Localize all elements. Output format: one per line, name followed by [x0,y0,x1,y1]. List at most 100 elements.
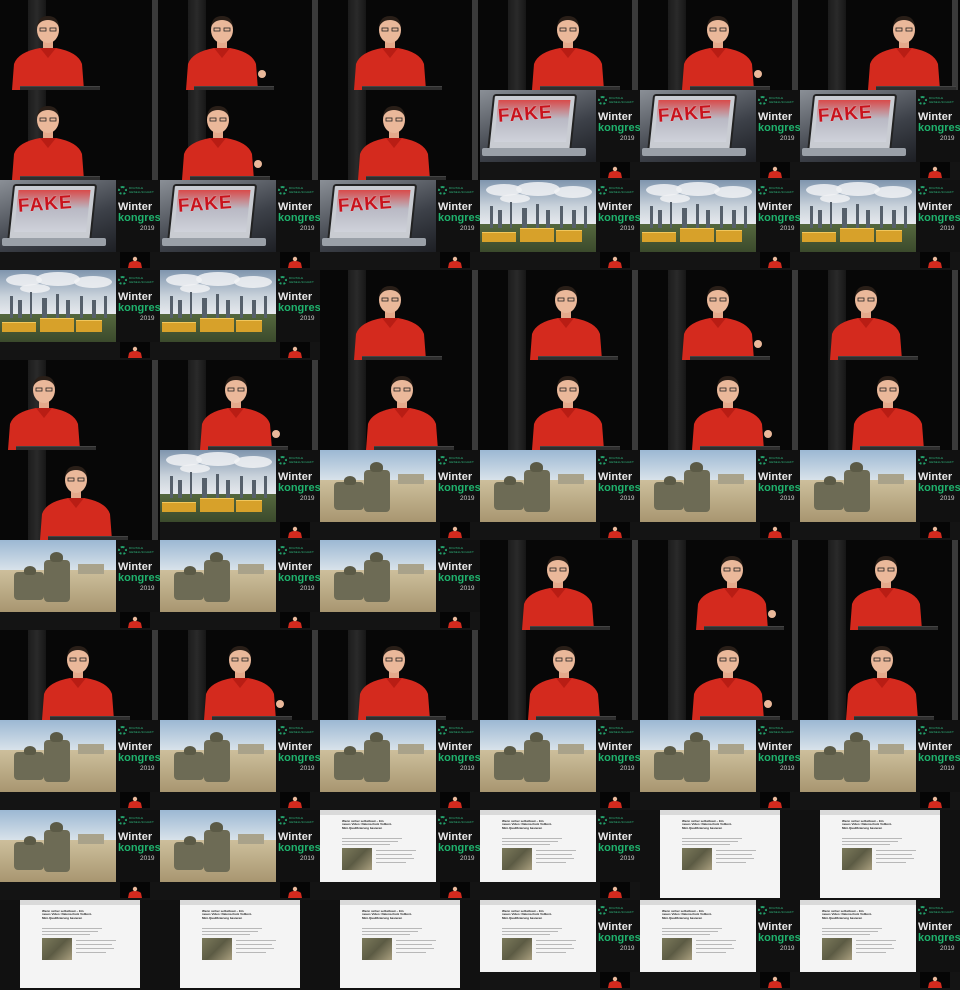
speaker-pip-figure [928,166,942,178]
logo-text-line2: GESELLSCHAFT [449,189,474,194]
soldier-figure [334,752,364,780]
article-text-line [536,948,574,949]
logo-text-line2: GESELLSCHAFT [129,819,154,824]
brand-title-line2: kongress [278,302,320,314]
stage-curtain [348,360,366,450]
soldier-helmet [530,732,543,742]
speaker-figure [830,286,902,360]
browser-bar [340,900,460,905]
logo-text-line1: DIGITALE [609,816,624,820]
article-text-line [362,931,418,932]
soldier-helmet [690,732,703,742]
soldier-figure [524,470,550,512]
article-headline: Wenn sicher selbstbaut – Ein neues Video… [202,909,252,920]
article-text-line [876,858,914,859]
article-photo [502,848,532,870]
stage-curtain [472,630,478,720]
brand-title-line2: kongress [118,752,160,764]
logo-text-line1: DIGITALE [129,546,144,550]
cloud [196,452,240,466]
logo-text: DIGITALE GESELLSCHAFT [289,186,314,194]
slide-frame: Wenn sicher selbstbaut – Ein neues Video… [800,900,960,990]
logo-text-line1: DIGITALE [769,186,784,190]
speaker-pip [120,612,150,628]
logo-text-line1: DIGITALE [609,906,624,910]
stage-curtain [632,0,638,90]
slide-image: FAKE [160,180,276,252]
podium [20,176,100,180]
brand-year: 2019 [780,225,795,232]
browser-bar [660,810,780,815]
logo-text-line2: GESELLSCHAFT [609,99,634,104]
article-text-line [76,940,116,941]
speaker-pip [120,342,150,358]
factory-tower [498,210,502,228]
slide-frame: Wenn sicher selbstbaut – Ein neues Video… [320,900,480,990]
stage-curtain [508,630,526,720]
article-text-line [536,944,572,945]
vehicle [398,564,424,574]
speaker-pip [440,252,470,268]
article-text-line [716,858,754,859]
slide-image [640,720,756,792]
stage-curtain [472,360,478,450]
browser-bar [20,900,140,905]
brand-title-line1: Winter [438,471,473,483]
vehicle [398,474,424,484]
speaker-figure [682,286,762,360]
factory-tower [252,480,256,498]
speaker-pip-figure [128,796,142,808]
soldier-helmet [184,746,196,755]
slide-frame: DIGITALE GESELLSCHAFT Winter kongress 20… [480,720,640,810]
article-text-line [42,931,98,932]
fake-stamp-text: FAKE [497,102,554,127]
speaker-pip-figure [608,796,622,808]
stage-curtain [508,360,526,450]
speaker-frame [320,630,480,720]
soldier-figure [654,752,684,780]
brand-title-line2: kongress [758,752,800,764]
podium [700,446,780,450]
conference-branding: DIGITALE GESELLSCHAFT Winter kongress 20… [918,906,960,970]
speaker-figure [354,286,426,360]
slide-frame: Wenn sicher selbstbaut – Ein neues Video… [160,900,320,990]
logo-text-line2: GESELLSCHAFT [609,819,634,824]
logo-text-line2: GESELLSCHAFT [289,279,314,284]
slide-frame: DIGITALE GESELLSCHAFT Winter kongress 20… [800,450,960,540]
soldier-figure [814,482,844,510]
factory-tower [170,296,173,318]
vehicle [878,744,904,754]
slide-frame: FAKE DIGITALE GESELLSCHAFT Winter kongre… [320,180,480,270]
article-text-line [376,850,416,851]
slide-image: FAKE [0,180,116,252]
speaker-figure [186,16,266,90]
factory-tower [546,210,550,228]
article-text-line [42,928,102,929]
speaker-pip-figure [768,796,782,808]
cloud [820,194,850,203]
article-photo [822,938,852,960]
conference-branding: DIGITALE GESELLSCHAFT Winter kongress 20… [118,816,160,880]
podium [194,86,274,90]
industrial-tank [840,228,874,242]
brand-title-line1: Winter [598,831,633,843]
browser-bar [800,900,916,905]
article-headline: Wenn sicher selbstbaut – Ein neues Video… [342,819,392,830]
brand-year: 2019 [940,765,955,772]
speaker-frame [480,270,640,360]
logo-text-line1: DIGITALE [449,726,464,730]
conference-branding: DIGITALE GESELLSCHAFT Winter kongress 20… [758,906,800,970]
speaker-pip [920,522,950,538]
article-text-line [716,862,746,863]
brand-year: 2019 [460,495,475,502]
article-text-line [342,838,402,839]
soldier-figure [524,740,550,782]
speaker-frame [160,0,320,90]
stage-curtain [668,630,686,720]
logo-text-line1: DIGITALE [449,546,464,550]
laptop-base [642,148,746,156]
slide-frame: DIGITALE GESELLSCHAFT Winter kongress 20… [480,180,640,270]
industrial-tank [200,498,234,512]
speaker-pip [440,882,470,898]
article-text-line [342,841,398,842]
